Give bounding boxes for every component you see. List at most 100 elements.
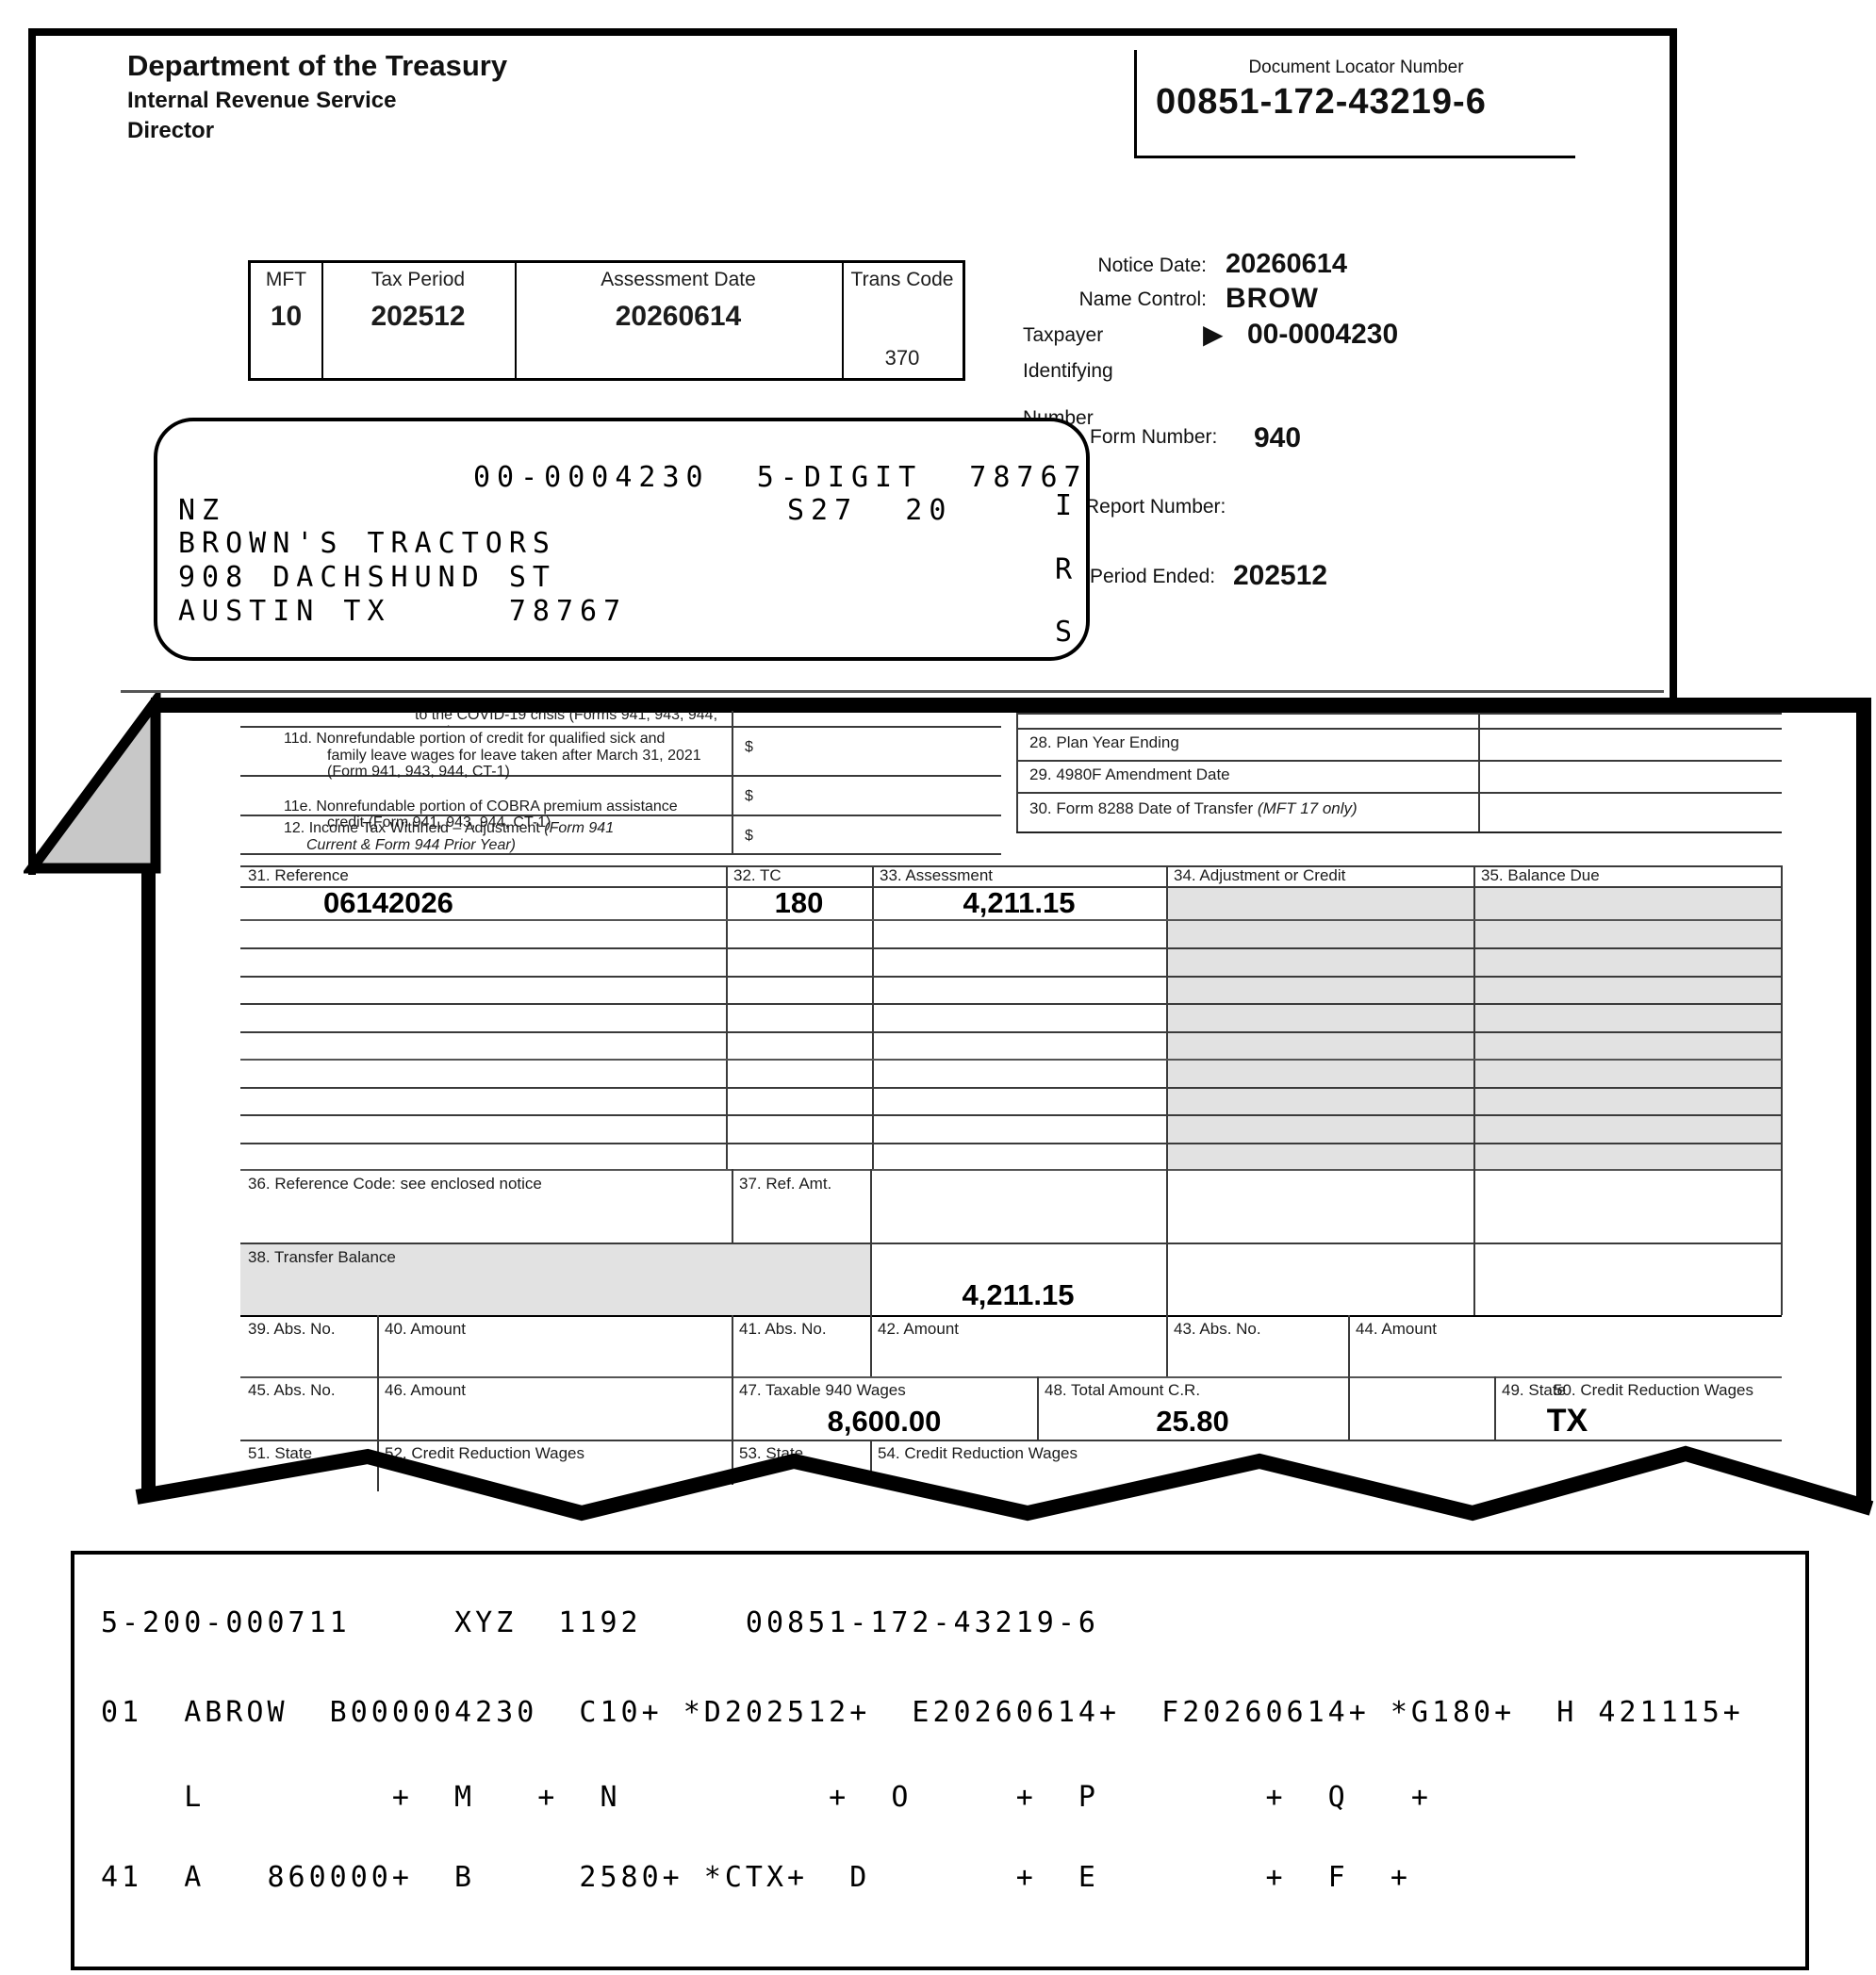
row-50-label: 50. Credit Reduction Wages: [1554, 1381, 1753, 1399]
page2-right-border: [1856, 698, 1871, 1506]
form-number-label: Form Number:: [1090, 426, 1218, 448]
tin-value: 00-0004230: [1247, 319, 1399, 350]
header-34: 34. Adjustment or Credit: [1174, 866, 1346, 884]
agency-line-3: Director: [127, 118, 215, 143]
row-51-label: 51. State: [248, 1444, 313, 1462]
row-30-italic: (MFT 17 only): [1257, 799, 1358, 817]
assessment-table: 31. Reference 32. TC 33. Assessment 34. …: [240, 865, 1783, 1171]
row-12-dollar: $: [745, 828, 753, 844]
taxpayer-street: 908 DACHSHUND ST: [178, 561, 556, 594]
underlay-rule: [121, 690, 1664, 693]
torn-edge: [135, 1445, 1874, 1522]
row-47-label: 47. Taxable 940 Wages: [739, 1381, 906, 1399]
value-33-assessment: 4,211.15: [963, 886, 1076, 919]
value-31-reference: 06142026: [323, 886, 453, 919]
tin-arrow-icon: ▶: [1203, 320, 1224, 349]
row-41-label: 41. Abs. No.: [739, 1320, 827, 1338]
row-12-italic: (Form 941 Current & Form 944 Prior Year): [306, 820, 615, 853]
row-11d-label: 11d. Nonrefundable portion of credit for…: [284, 731, 701, 780]
row-44-label: 44. Amount: [1356, 1320, 1438, 1338]
row-37-label: 37. Ref. Amt.: [739, 1175, 832, 1193]
row-54-label: 54. Credit Reduction Wages: [878, 1444, 1078, 1462]
header-33: 33. Assessment: [880, 866, 994, 884]
row-11e-dollar: $: [745, 788, 753, 804]
agency-line-1: Department of the Treasury: [127, 49, 508, 82]
form-number-value: 940: [1254, 422, 1302, 453]
tin-label-1: Taxpayer: [1023, 324, 1104, 346]
address-window: 00-0004230 5-DIGIT 78767 NZ S27 20 BROWN…: [154, 418, 1090, 661]
value-49-state: TX: [1546, 1403, 1588, 1439]
dln-label: Document Locator Number: [1248, 58, 1464, 77]
transcript-block: 5-200-000711 XYZ 1192 00851-172-43219-6 …: [71, 1551, 1809, 1970]
page2-right-table: 28. Plan Year Ending 29. 4980F Amendment…: [1016, 713, 1782, 833]
assessment-date-header: Assessment Date: [601, 269, 756, 290]
row-36-label: 36. Reference Code: see enclosed notice: [248, 1175, 542, 1193]
row-12-label: 12. Income Tax Withheld – Adjustment (Fo…: [284, 820, 615, 853]
fold-corner: [24, 693, 161, 874]
value-38-transfer-balance: 4,211.15: [962, 1278, 1075, 1311]
header-32: 32. TC: [733, 866, 782, 884]
row-45-label: 45. Abs. No.: [248, 1381, 336, 1399]
mft-header: MFT: [265, 269, 307, 290]
row-46-label: 46. Amount: [385, 1381, 467, 1399]
address-header-line: 00-0004230 5-DIGIT 78767: [473, 461, 1088, 494]
page2-left-table: to the COVID-19 crisis (Forms 941, 943, …: [240, 698, 1001, 855]
notice-date-label: Notice Date:: [1097, 255, 1207, 276]
irs-letter-s: S: [1055, 616, 1079, 649]
dln-box: Document Locator Number 00851-172-43219-…: [1134, 50, 1575, 158]
tax-period-value: 202512: [370, 301, 466, 332]
row-48-label: 48. Total Amount C.R.: [1045, 1381, 1201, 1399]
tin-label-2: Identifying: [1023, 360, 1113, 382]
shade-38-label: [240, 1243, 870, 1315]
page2-top-border: [151, 698, 1871, 713]
transcript-line-3: L + M + N + O + P + Q +: [101, 1781, 1432, 1814]
row-28-label: 28. Plan Year Ending: [1029, 733, 1179, 751]
taxpayer-name: BROWN'S TRACTORS: [178, 527, 556, 560]
row-11d-dollar: $: [745, 739, 753, 755]
value-32-tc: 180: [774, 886, 824, 919]
agency-header: Department of the Treasury Internal Reve…: [127, 49, 507, 144]
mft-table: MFT Tax Period Assessment Date Trans Cod…: [248, 260, 965, 381]
address-route: S27 20: [787, 494, 953, 527]
name-control-value: BROW: [1226, 283, 1319, 314]
transcript-line-4: 41 A 860000+ B 2580+ *CTX+ D + E + F +: [101, 1861, 1411, 1894]
row-covid-cut: to the COVID-19 crisis (Forms 941, 943, …: [415, 712, 718, 726]
mft-value: 10: [270, 301, 303, 332]
row-42-label: 42. Amount: [878, 1320, 960, 1338]
taxpayer-city: AUSTIN TX 78767: [178, 595, 628, 628]
period-ended-label: Period Ended:: [1090, 566, 1216, 587]
name-control-label: Name Control:: [1078, 288, 1207, 310]
assessment-date-value: 20260614: [615, 301, 742, 332]
row-39-label: 39. Abs. No.: [248, 1320, 336, 1338]
trans-code-value: 370: [884, 346, 920, 370]
value-47-taxable-wages: 8,600.00: [827, 1405, 942, 1438]
page2-left-border: [141, 856, 156, 1495]
row-43-label: 43. Abs. No.: [1174, 1320, 1261, 1338]
tax-period-header: Tax Period: [370, 269, 466, 290]
header-35: 35. Balance Due: [1481, 866, 1600, 884]
notice-date-value: 20260614: [1226, 249, 1348, 279]
address-nz: NZ: [178, 494, 226, 527]
row-52-label: 52. Credit Reduction Wages: [385, 1444, 584, 1462]
row-49-label: 49. State: [1502, 1381, 1567, 1399]
abstract-row-39: 39. Abs. No. 40. Amount 41. Abs. No. 42.…: [240, 1315, 1782, 1378]
dln-value: 00851-172-43219-6: [1156, 82, 1487, 122]
irs-letter-r: R: [1055, 553, 1079, 586]
value-48-total-cr: 25.80: [1156, 1405, 1229, 1438]
agency-line-2: Internal Revenue Service: [127, 88, 397, 113]
period-ended-value: 202512: [1233, 560, 1328, 591]
ref-code-table: 36. Reference Code: see enclosed notice …: [240, 1169, 1783, 1317]
row-38-label: 38. Transfer Balance: [248, 1248, 396, 1266]
header-31: 31. Reference: [248, 866, 349, 884]
row-40-label: 40. Amount: [385, 1320, 467, 1338]
transcript-line-1: 5-200-000711 XYZ 1192 00851-172-43219-6: [101, 1606, 1099, 1639]
report-number-label: Report Number:: [1085, 496, 1226, 518]
irs-letter-i: I: [1055, 489, 1079, 522]
abstract-row-51: 51. State 52. Credit Reduction Wages 53.…: [240, 1440, 1782, 1496]
abstract-row-45: 45. Abs. No. 46. Amount 47. Taxable 940 …: [240, 1376, 1782, 1441]
transcript-line-2: 01 ABROW B000004230 C10+ *D202512+ E2026…: [101, 1696, 1744, 1729]
row-30-label: 30. Form 8288 Date of Transfer (MFT 17 o…: [1029, 799, 1358, 817]
row-29-label: 29. 4980F Amendment Date: [1029, 765, 1230, 783]
trans-code-header: Trans Code: [850, 269, 954, 290]
